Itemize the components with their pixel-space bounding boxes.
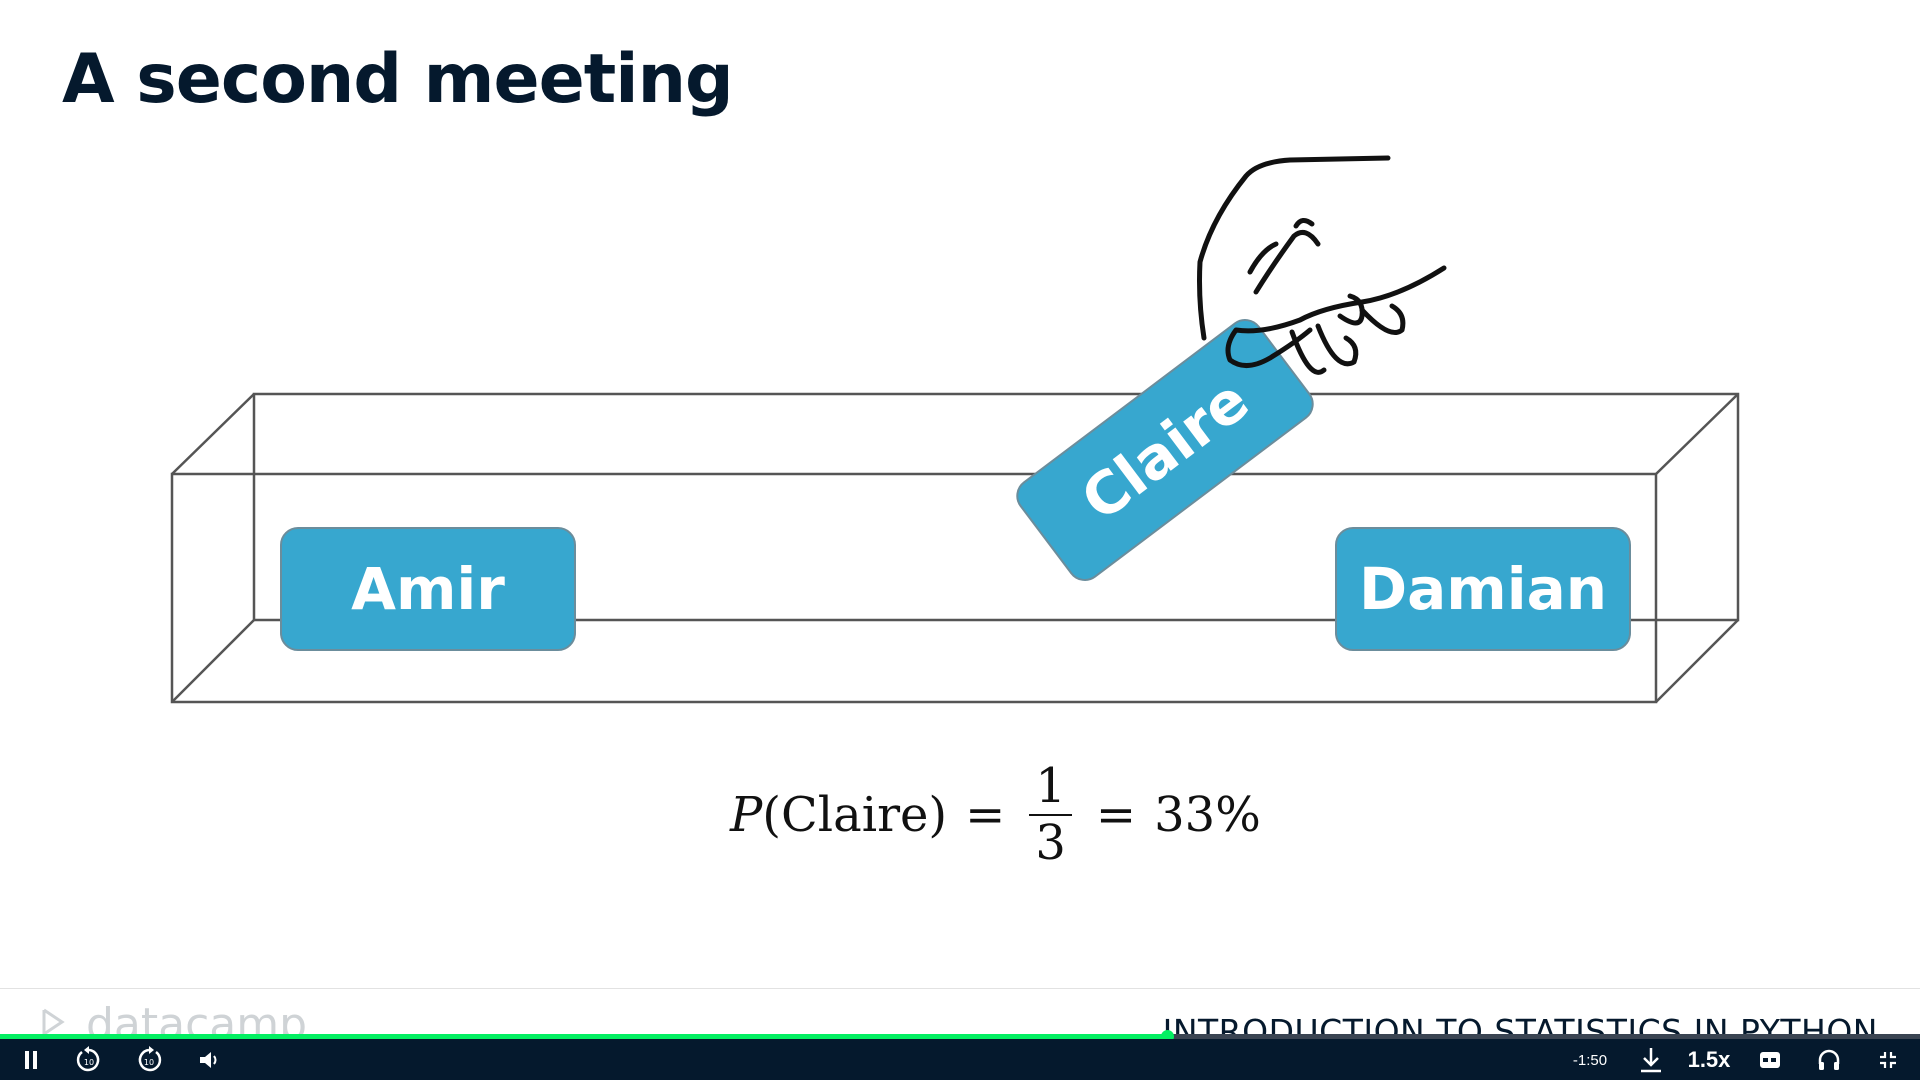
volume-icon bbox=[200, 1052, 217, 1068]
name-card-amir: Amir bbox=[280, 527, 576, 651]
exit-fullscreen-button[interactable] bbox=[1874, 1047, 1902, 1073]
formula-argument: (Claire) bbox=[762, 787, 948, 843]
headphones-icon bbox=[1818, 1049, 1840, 1070]
download-button[interactable] bbox=[1636, 1045, 1666, 1075]
forward-button[interactable]: 10 bbox=[132, 1044, 166, 1076]
formula-equals: = bbox=[965, 787, 1006, 843]
progress-fill bbox=[0, 1034, 1168, 1039]
captions-button[interactable] bbox=[1756, 1047, 1784, 1073]
box-illustration bbox=[170, 392, 1740, 704]
hand-icon bbox=[1197, 155, 1447, 375]
course-title: INTRODUCTION TO STATISTICS IN PYTHON bbox=[1162, 1012, 1878, 1036]
name-card-damian: Damian bbox=[1335, 527, 1631, 651]
forward-seconds: 10 bbox=[144, 1058, 154, 1067]
audio-button[interactable] bbox=[1814, 1046, 1844, 1074]
volume-button[interactable] bbox=[196, 1047, 224, 1073]
formula-result: 33% bbox=[1154, 787, 1261, 843]
rewind-10-icon: 10 bbox=[76, 1046, 100, 1072]
footer-divider bbox=[0, 988, 1920, 989]
forward-10-icon: 10 bbox=[138, 1046, 162, 1072]
formula-equals-2: = bbox=[1095, 787, 1137, 843]
slide: A second meeting Amir Damian Claire bbox=[0, 40, 1920, 1044]
formula-function: P bbox=[730, 787, 763, 843]
fraction-denominator: 3 bbox=[1035, 815, 1066, 871]
download-icon bbox=[1641, 1048, 1661, 1073]
pause-icon bbox=[25, 1051, 37, 1069]
time-remaining: -1:50 bbox=[1572, 1051, 1608, 1069]
probability-formula: P (Claire) = 1 3 = 33% bbox=[730, 750, 1261, 880]
fraction-numerator: 1 bbox=[1035, 757, 1066, 814]
exit-fullscreen-icon bbox=[1880, 1052, 1896, 1068]
rewind-button[interactable]: 10 bbox=[72, 1044, 106, 1076]
playback-speed-button[interactable]: 1.5x bbox=[1687, 1047, 1731, 1072]
pause-button[interactable] bbox=[18, 1047, 44, 1073]
slide-title: A second meeting bbox=[62, 40, 734, 119]
formula-fraction: 1 3 bbox=[1029, 757, 1072, 871]
fraction-bar bbox=[1029, 814, 1072, 816]
captions-icon bbox=[1760, 1052, 1780, 1068]
player-controls: 10 10 -1:50 1.5x bbox=[0, 1039, 1920, 1080]
rewind-seconds: 10 bbox=[84, 1058, 94, 1067]
